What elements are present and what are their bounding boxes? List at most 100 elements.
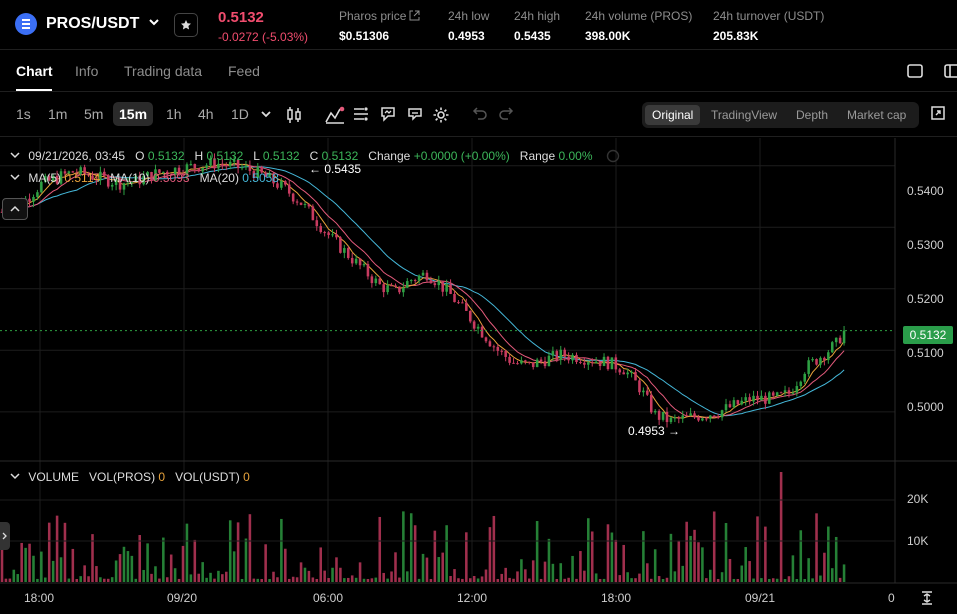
compare-icon[interactable]: [407, 106, 423, 122]
ma5-value: 0.5114: [64, 171, 101, 185]
interval-1m[interactable]: 1m: [48, 106, 68, 122]
candle-body: [484, 337, 488, 342]
collapse-chevron-icon[interactable]: [10, 151, 20, 159]
volume-bar: [83, 565, 86, 582]
chart-template-icon[interactable]: [380, 106, 396, 122]
volume-bar: [79, 576, 82, 582]
candle-body: [366, 264, 370, 277]
side-drawer-handle[interactable]: [0, 522, 10, 550]
candle-body: [114, 178, 118, 185]
candle-body: [449, 284, 452, 294]
volume-bar: [433, 530, 437, 582]
favorite-star-button[interactable]: [174, 13, 198, 37]
interval-more-chevron-icon[interactable]: [260, 109, 272, 119]
volume-bar: [634, 578, 637, 582]
collapse-chevron-icon[interactable]: [10, 173, 20, 181]
pair-selector[interactable]: PROS/USDT: [46, 15, 140, 32]
expand-indicators-button[interactable]: [2, 198, 28, 220]
volume-bar: [803, 578, 806, 582]
candle-body: [524, 360, 527, 362]
split-layout-icon[interactable]: [944, 64, 957, 78]
view-tradingview[interactable]: TradingView: [711, 108, 778, 122]
ma5-line: [1, 162, 845, 419]
tab-info[interactable]: Info: [75, 63, 99, 79]
candle-body: [496, 346, 500, 351]
candle-body: [71, 171, 75, 173]
collapse-chevron-icon[interactable]: [10, 472, 20, 480]
candle-body: [559, 349, 563, 360]
stat-pharos-price[interactable]: Pharos price $0.51306: [339, 9, 420, 43]
tab-chart[interactable]: Chart: [16, 63, 53, 79]
window-layout-icon[interactable]: [907, 64, 923, 78]
drawing-tools-icon[interactable]: [353, 106, 369, 122]
candle-body: [295, 201, 299, 203]
view-depth[interactable]: Depth: [796, 108, 829, 122]
candlestick-chart[interactable]: [0, 138, 957, 614]
volume-bar: [508, 577, 511, 582]
candle-body: [512, 362, 515, 364]
candle-type-icon[interactable]: [286, 106, 302, 124]
interval-1s[interactable]: 1s: [16, 106, 31, 122]
candle-body: [87, 174, 90, 176]
volume-bar: [563, 578, 566, 582]
volume-bar: [819, 575, 822, 582]
volume-tick: 10K: [907, 534, 929, 548]
candle-body: [535, 359, 539, 368]
fullscreen-icon[interactable]: [931, 106, 945, 120]
candle-body: [394, 285, 397, 287]
candle-body: [783, 390, 787, 393]
settings-gear-icon[interactable]: [432, 106, 450, 124]
chart-toolbar: 1s 1m 5m 15m 1h 4h 1D Original TradingVi…: [0, 93, 957, 137]
volume-bar: [185, 523, 189, 582]
candle-body: [110, 184, 114, 187]
redo-icon[interactable]: [498, 106, 514, 120]
candle-body: [701, 418, 704, 421]
interval-4h[interactable]: 4h: [198, 106, 214, 122]
interval-1d[interactable]: 1D: [231, 106, 249, 122]
candle-body: [480, 326, 484, 338]
candle-body: [457, 302, 460, 304]
candle-body: [775, 392, 779, 396]
chart-area[interactable]: 09/21/2026, 03:45 O 0.5132 H 0.5132 L 0.…: [0, 138, 957, 614]
volume-bar: [535, 521, 539, 582]
candle-body: [476, 326, 480, 329]
volume-bar: [327, 578, 330, 582]
candle-body: [531, 362, 535, 368]
interval-15m[interactable]: 15m: [113, 102, 154, 126]
candle-body: [433, 283, 437, 286]
candle-body: [118, 178, 122, 190]
indicators-icon[interactable]: [325, 106, 345, 124]
candle-body: [527, 361, 531, 363]
chevron-down-icon[interactable]: [148, 17, 160, 27]
volume-bar: [413, 525, 417, 582]
candle-body: [614, 357, 618, 370]
candle-body: [842, 330, 846, 344]
stat-value: 0.5435: [514, 29, 551, 43]
volume-bar: [280, 518, 283, 582]
axis-settings-icon[interactable]: [920, 591, 934, 605]
tab-trading-data[interactable]: Trading data: [124, 63, 203, 79]
tab-feed[interactable]: Feed: [228, 63, 260, 79]
candle-body: [95, 179, 98, 181]
volume-bar: [217, 570, 220, 582]
volume-bar: [421, 553, 425, 582]
volume-bar: [40, 551, 43, 582]
candle-body: [154, 169, 157, 181]
volume-bar: [748, 561, 751, 582]
candle-body: [193, 163, 197, 169]
interval-1h[interactable]: 1h: [166, 106, 182, 122]
candle-body: [122, 183, 126, 190]
candle-body: [799, 381, 803, 387]
candle-body: [760, 395, 763, 401]
undo-icon[interactable]: [472, 106, 488, 120]
candle-body: [158, 169, 161, 173]
candle-body: [315, 220, 319, 227]
volume-bar: [579, 551, 582, 582]
candle-body: [32, 196, 35, 202]
view-market-cap[interactable]: Market cap: [847, 108, 907, 122]
candle-body: [276, 183, 279, 188]
view-original[interactable]: Original: [645, 105, 701, 125]
candle-body: [571, 354, 574, 361]
time-tick: 06:00: [313, 591, 344, 605]
interval-5m[interactable]: 5m: [84, 106, 104, 122]
